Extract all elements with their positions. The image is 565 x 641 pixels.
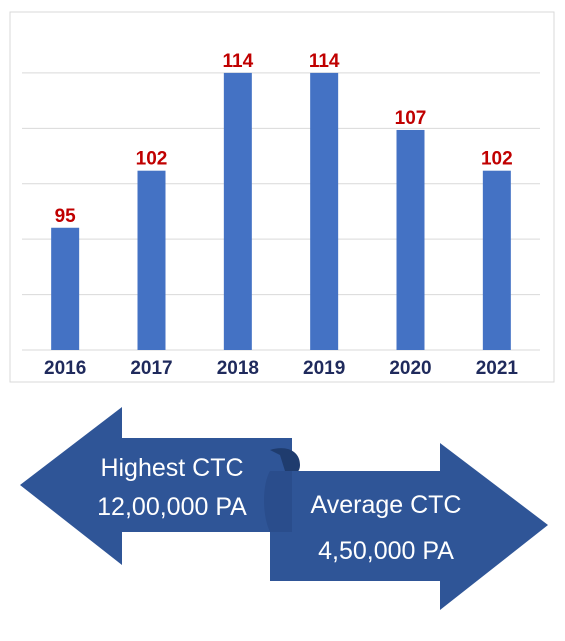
chart-x-axis: 2016 2017 2018 2019 2020 2021 (44, 358, 518, 379)
average-ctc-arrow (270, 443, 548, 610)
chart-frame (9, 11, 555, 383)
x-tick-label-2020: 2020 (389, 358, 431, 379)
value-label-2019: 114 (309, 51, 340, 72)
bar-2019 (310, 72, 339, 351)
x-tick-label-2019: 2019 (303, 358, 345, 379)
x-tick-label-2016: 2016 (44, 358, 86, 379)
bar-2017 (137, 170, 166, 350)
x-tick-label-2021: 2021 (476, 358, 519, 379)
ctc-arrows-graphic: Highest CTC 12,00,000 PA Average CTC 4,5… (20, 407, 548, 610)
highest-ctc-value: 12,00,000 PA (97, 493, 247, 521)
average-ctc-label: Average CTC (311, 491, 462, 519)
highest-ctc-arrow (20, 407, 292, 565)
scroll-curl-shape (270, 448, 300, 475)
value-label-2021: 102 (481, 149, 513, 170)
x-tick-label-2018: 2018 (217, 358, 259, 379)
bar-2016 (51, 227, 80, 350)
highest-ctc-label: Highest CTC (100, 454, 243, 482)
value-label-2020: 107 (395, 108, 427, 129)
chart-bars (51, 72, 511, 351)
bar-2021 (482, 170, 511, 350)
average-ctc-value: 4,50,000 PA (318, 537, 454, 565)
chart-value-labels: 95 102 114 114 107 102 (55, 51, 513, 227)
x-tick-label-2017: 2017 (130, 358, 172, 379)
value-label-2016: 95 (55, 206, 77, 227)
bar-2020 (396, 129, 425, 350)
value-label-2017: 102 (136, 149, 168, 170)
bar-2018 (223, 72, 252, 351)
value-label-2018: 114 (223, 51, 254, 72)
chart-gridlines (22, 72, 540, 351)
scroll-fold-shape (264, 471, 292, 532)
